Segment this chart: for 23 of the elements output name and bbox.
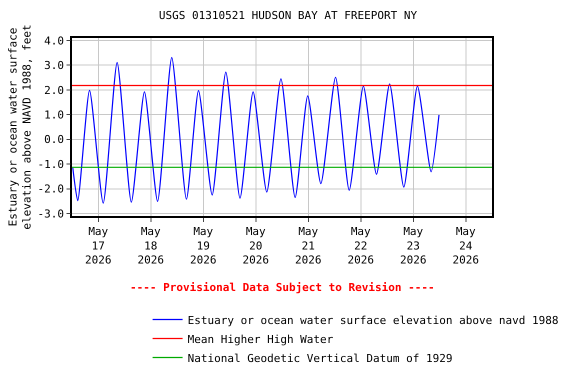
y-tick-label: -2.0 — [38, 182, 64, 196]
y-axis-title: Estuary or ocean water surface elevation above NAVD 1988, feet — [6, 24, 34, 230]
x-tick-label: May 17 2026 — [85, 224, 112, 267]
line-series — [72, 56, 440, 204]
x-tick-label: May 21 2026 — [295, 224, 322, 267]
x-tick-label: May 22 2026 — [348, 224, 374, 267]
y-tick-label: 1.0 — [44, 108, 64, 122]
x-tick-label: May 24 2026 — [452, 224, 479, 267]
x-tick-label: May 23 2026 — [400, 224, 426, 267]
y-tick-label: 2.0 — [44, 84, 64, 97]
y-tick-label: 3.0 — [44, 59, 64, 72]
y-tick-label: 4.0 — [44, 34, 64, 48]
legend-label: National Geodetic Vertical Datum of 1929 — [188, 352, 453, 365]
y-tick-label: 0.0 — [44, 133, 64, 146]
legend-label: Mean Higher High Water — [188, 332, 334, 346]
y-tick-label: -3.0 — [38, 207, 64, 220]
y-tick-label: -1.0 — [38, 158, 64, 171]
x-tick-label: May 19 2026 — [190, 224, 216, 267]
x-tick-label: May 20 2026 — [242, 224, 269, 267]
legend-label: Estuary or ocean water surface elevation above navd 1988 — [188, 314, 558, 327]
text: ---- Provisional Data Subject to Revision ---- — [130, 281, 435, 294]
x-tick-label: May 18 2026 — [138, 224, 164, 267]
chart-title: USGS 01310521 HUDSON BAY AT FREEPORT NY — [158, 9, 418, 22]
